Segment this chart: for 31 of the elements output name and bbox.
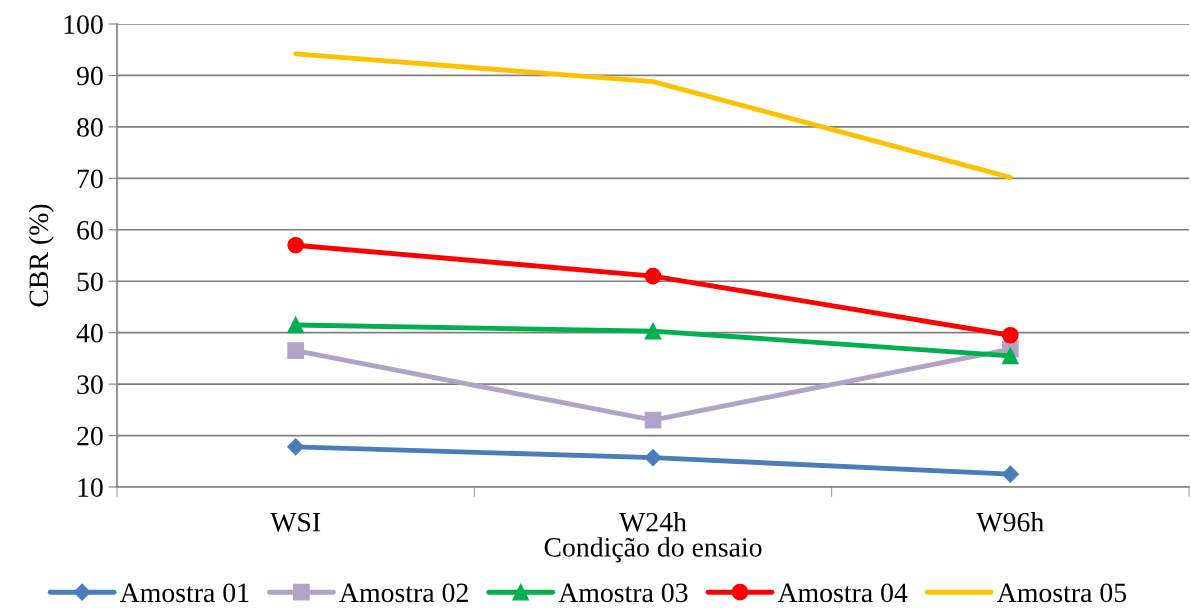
x-axis-title: Condição do ensaio [544,537,762,563]
x-tick-label: W96h [976,512,1044,532]
y-tick-label: 20 [77,426,103,446]
point [1001,465,1019,483]
point [287,438,305,456]
point [644,449,662,467]
x-tick-label: W24h [619,512,687,532]
y-tick-label: 80 [77,118,103,137]
x-tick-label: WSI [270,512,321,532]
point [287,236,305,254]
point [644,267,662,285]
y-tick-label: 50 [77,272,103,292]
legend-label: Amostra 04 [777,583,908,603]
legend-label: Amostra 02 [339,583,468,603]
point [287,342,305,360]
legend-label: Amostra 01 [119,583,249,603]
y-tick-label: 60 [77,220,103,240]
point [644,322,662,340]
point [1001,347,1019,365]
point [644,411,662,429]
y-tick-label: 90 [76,66,103,86]
y-axis-title: CBR (%) [28,204,54,307]
legend-label: Amostra 05 [997,583,1127,603]
y-tick-label: 70 [77,169,103,189]
point [287,316,305,334]
y-tick-label: 100 [64,15,103,34]
y-tick-label: 30 [77,375,103,395]
y-tick-label: 40 [76,323,103,343]
y-tick-label: 10 [78,478,103,497]
legend-label: Amostra 03 [558,583,688,603]
point [1001,326,1019,344]
